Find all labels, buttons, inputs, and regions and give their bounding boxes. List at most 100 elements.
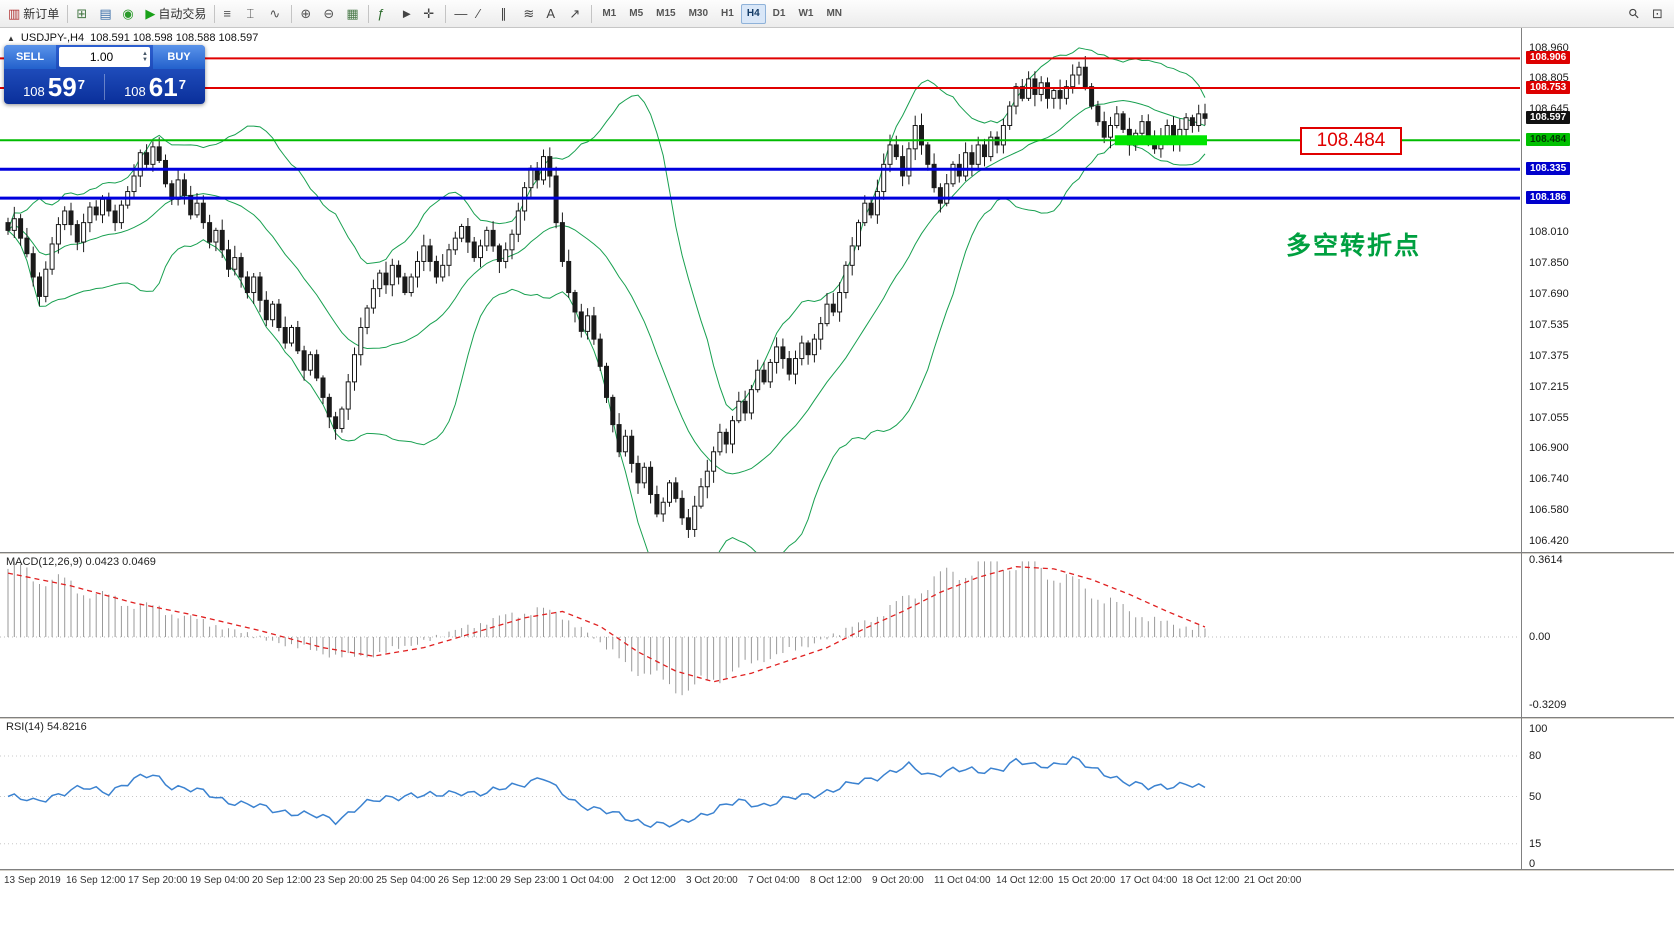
- search-button[interactable]: ⚲: [1625, 3, 1647, 25]
- profiles-button[interactable]: ▤: [95, 3, 117, 25]
- time-axis-label: 2 Oct 12:00: [624, 875, 676, 886]
- text-tool-button[interactable]: A: [542, 3, 564, 25]
- toolbar-separator: [591, 4, 593, 23]
- macd-chart[interactable]: [0, 554, 1521, 717]
- candlestick-chart-button[interactable]: ⌶: [242, 3, 264, 25]
- timeframe-w1-button[interactable]: W1: [792, 4, 819, 24]
- price-axis-label: 107.535: [1529, 318, 1569, 331]
- macd-axis-label: 0.3614: [1529, 554, 1563, 567]
- channel-tool-button[interactable]: ∥: [496, 3, 518, 25]
- timeframe-m1-button[interactable]: M1: [596, 4, 622, 24]
- timeframe-m30-button[interactable]: M30: [683, 4, 714, 24]
- volume-down-button[interactable]: ▼: [142, 57, 148, 63]
- new-order-icon: ▥: [8, 6, 21, 21]
- grid-button[interactable]: ▦: [342, 3, 364, 25]
- timeframe-m15-button[interactable]: M15: [650, 4, 681, 24]
- price-badge: 108.484: [1526, 133, 1571, 147]
- sell-price-pip: 7: [77, 76, 85, 92]
- macd-panel: MACD(12,26,9) 0.0423 0.0469: [0, 554, 1521, 717]
- grid-icon: ▦: [346, 6, 359, 21]
- main-chart[interactable]: [0, 28, 1521, 552]
- time-axis-label: 17 Sep 20:00: [128, 875, 188, 886]
- chart-symbol-label: USDJPY-,H4: [20, 32, 85, 44]
- rsi-label: RSI(14) 54.8216: [6, 721, 87, 733]
- timeframe-h1-button[interactable]: H1: [715, 4, 740, 24]
- chart-ohlc-values: 108.591 108.598 108.588 108.597: [90, 32, 259, 44]
- candlestick-chart-icon: ⌶: [246, 6, 255, 21]
- text-tool-icon: A: [546, 6, 555, 21]
- bar-chart-button[interactable]: ≡: [219, 3, 241, 25]
- rsi-axis-label: 15: [1529, 837, 1542, 850]
- macd-axis-label: -0.3209: [1529, 699, 1567, 712]
- price-divider: [104, 73, 105, 100]
- volume-up-button[interactable]: ▲: [142, 51, 148, 57]
- arrows-tool-button[interactable]: ↗: [565, 3, 587, 25]
- panel-separator[interactable]: [0, 869, 1674, 871]
- price-badge: 108.186: [1526, 191, 1571, 205]
- buy-button[interactable]: BUY: [153, 45, 205, 69]
- price-axis-label: 107.850: [1529, 257, 1569, 270]
- chart-ohlc-header: ▲ USDJPY-,H4 108.591 108.598 108.588 108…: [7, 32, 258, 44]
- rsi-axis: 100 80 50 15 0: [1523, 719, 1674, 870]
- timeframe-h4-button[interactable]: H4: [740, 3, 766, 24]
- zoom-out-icon: ⊖: [323, 6, 335, 21]
- time-axis[interactable]: 13 Sep 2019 16 Sep 12:00 17 Sep 20:00 19 Se…: [0, 871, 1674, 891]
- symbol-marker-icon: ▲: [7, 33, 15, 43]
- time-axis-label: 9 Oct 20:00: [872, 875, 924, 886]
- price-callout[interactable]: 108.484: [1300, 127, 1402, 155]
- line-chart-icon: ∿: [269, 6, 281, 21]
- line-chart-button[interactable]: ∿: [265, 3, 287, 25]
- rsi-axis-label: 0: [1529, 858, 1536, 870]
- window-list-button[interactable]: ⊡: [1648, 3, 1670, 25]
- buy-price[interactable]: 108 61 7: [105, 74, 205, 100]
- fibonacci-tool-button[interactable]: ≋: [519, 3, 541, 25]
- zoom-in-button[interactable]: ⊕: [296, 3, 318, 25]
- timeframe-m5-button[interactable]: M5: [623, 4, 649, 24]
- price-badge: 108.753: [1526, 81, 1571, 95]
- price-axis[interactable]: 108.960 108.805 108.645 108.010 107.850 107.6…: [1523, 28, 1674, 552]
- time-axis-label: 29 Sep 23:00: [500, 875, 560, 886]
- cursor-button[interactable]: ►: [396, 3, 418, 25]
- buy-price-pip: 7: [178, 76, 186, 92]
- market-watch-button[interactable]: ◉: [118, 3, 140, 25]
- zoom-out-button[interactable]: ⊖: [319, 3, 341, 25]
- time-axis-label: 7 Oct 04:00: [748, 875, 800, 886]
- macd-axis: 0.3614 0.00 -0.3209: [1523, 554, 1674, 717]
- panel-separator[interactable]: [0, 552, 1674, 554]
- trendline-tool-button[interactable]: ⁄: [473, 3, 495, 25]
- hline-tool-button[interactable]: —: [450, 3, 472, 25]
- time-axis-label: 3 Oct 20:00: [686, 875, 738, 886]
- price-axis-label: 106.420: [1529, 535, 1569, 548]
- new-order-button[interactable]: ▥ 新订单: [4, 3, 63, 25]
- time-axis-label: 13 Sep 2019: [4, 875, 61, 886]
- rsi-panel: RSI(14) 54.8216: [0, 719, 1521, 869]
- cursor-icon: ►: [400, 6, 414, 21]
- sell-price-main: 59: [47, 71, 77, 102]
- toolbar-separator: [67, 4, 69, 23]
- rsi-chart[interactable]: [0, 719, 1521, 869]
- time-axis-label: 19 Sep 04:00: [190, 875, 250, 886]
- profiles-icon: ▤: [99, 6, 112, 21]
- timeframe-d1-button[interactable]: D1: [767, 4, 792, 24]
- timeframe-mn-button[interactable]: MN: [820, 4, 848, 24]
- crosshair-button[interactable]: ✛: [419, 3, 441, 25]
- price-axis-label: 108.805: [1529, 71, 1569, 84]
- price-axis-label: 107.690: [1529, 288, 1569, 301]
- window-list-icon: ⊡: [1652, 6, 1663, 21]
- time-axis-label: 26 Sep 12:00: [438, 875, 498, 886]
- panel-separator[interactable]: [0, 717, 1674, 719]
- auto-trading-button[interactable]: ▶ 自动交易: [141, 3, 210, 25]
- chart-window-button[interactable]: ⊞: [72, 3, 94, 25]
- toolbar-separator: [291, 4, 293, 23]
- volume-input[interactable]: [61, 49, 143, 65]
- time-axis-label: 17 Oct 04:00: [1120, 875, 1178, 886]
- price-axis-label: 107.055: [1529, 411, 1569, 424]
- trendline-tool-icon: ⁄: [477, 6, 480, 21]
- auto-trading-label: 自动交易: [158, 7, 207, 21]
- sell-price[interactable]: 108 59 7: [4, 74, 104, 100]
- sell-button[interactable]: SELL: [4, 45, 56, 69]
- indicators-button[interactable]: ƒ: [373, 3, 395, 25]
- rsi-axis-label: 80: [1529, 750, 1542, 762]
- zoom-in-icon: ⊕: [300, 6, 312, 21]
- time-axis-label: 25 Sep 04:00: [376, 875, 436, 886]
